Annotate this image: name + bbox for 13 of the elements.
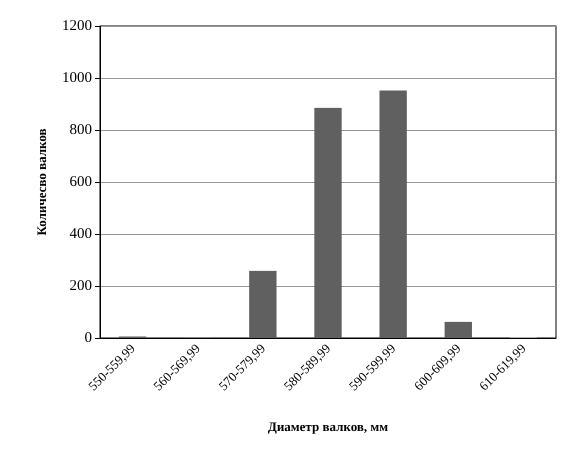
y-tick-label: 800: [70, 122, 92, 138]
bar: [444, 322, 472, 338]
bar: [249, 270, 277, 338]
y-axis-title: Количесво валков: [34, 128, 49, 236]
bar: [314, 108, 342, 338]
y-tick-label: 1000: [62, 70, 92, 86]
y-tick-label: 600: [70, 174, 92, 190]
y-tick-label: 400: [70, 226, 92, 242]
y-tick-label: 200: [70, 278, 92, 294]
x-axis-title: Диаметр валков, мм: [268, 419, 388, 434]
y-tick-label: 0: [84, 330, 92, 346]
bar: [379, 90, 407, 338]
y-tick-label: 1200: [62, 18, 92, 34]
